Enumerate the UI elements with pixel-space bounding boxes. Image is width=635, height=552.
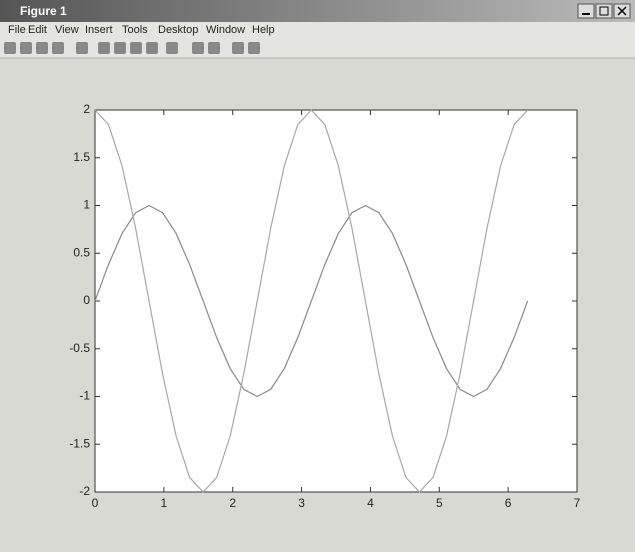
title-bar <box>0 0 635 22</box>
toolbar-button[interactable] <box>232 42 244 54</box>
x-tick-label: 3 <box>298 496 305 510</box>
menu-item[interactable]: File <box>8 24 26 36</box>
toolbar-button[interactable] <box>248 42 260 54</box>
x-tick-label: 0 <box>92 496 99 510</box>
toolbar-button[interactable] <box>36 42 48 54</box>
plot-area <box>95 110 577 492</box>
menu-item[interactable]: Edit <box>28 24 47 36</box>
x-tick-label: 4 <box>367 496 374 510</box>
toolbar-button[interactable] <box>52 42 64 54</box>
x-tick-label: 7 <box>574 496 581 510</box>
menu-item[interactable]: Window <box>206 24 245 36</box>
y-tick-label: 2 <box>83 102 90 116</box>
toolbar-button[interactable] <box>98 42 110 54</box>
y-tick-label: -0.5 <box>69 341 90 355</box>
toolbar-button[interactable] <box>4 42 16 54</box>
x-tick-label: 6 <box>505 496 512 510</box>
y-tick-label: -1.5 <box>69 436 90 450</box>
toolbar-button[interactable] <box>166 42 178 54</box>
figure-window: Figure 1 FileEdit View Insert Tools Desktop W… <box>0 0 635 547</box>
menu-item[interactable]: Help <box>252 24 275 36</box>
menu-item[interactable]: Insert <box>85 24 113 36</box>
x-tick-label: 5 <box>436 496 443 510</box>
toolbar <box>0 38 635 58</box>
menu-item[interactable]: View <box>55 24 79 36</box>
page: {"window": {"title": "Figure 1", "menu":… <box>0 0 635 547</box>
window-buttons[interactable] <box>578 4 630 18</box>
toolbar-button[interactable] <box>20 42 32 54</box>
toolbar-button[interactable] <box>130 42 142 54</box>
window-title: Figure 1 <box>20 4 67 18</box>
y-tick-label: 0 <box>83 293 90 307</box>
x-tick-label: 1 <box>161 496 168 510</box>
toolbar-button[interactable] <box>114 42 126 54</box>
x-tick-label: 2 <box>229 496 236 510</box>
y-tick-label: 0.5 <box>73 245 90 259</box>
toolbar-button[interactable] <box>192 42 204 54</box>
toolbar-button[interactable] <box>76 42 88 54</box>
y-tick-label: 1 <box>83 198 90 212</box>
menu-item[interactable]: Desktop <box>158 24 198 36</box>
toolbar-button[interactable] <box>146 42 158 54</box>
y-tick-label: -1 <box>79 389 90 403</box>
menu-item[interactable]: Tools <box>122 24 148 36</box>
toolbar-button[interactable] <box>208 42 220 54</box>
y-tick-label: 1.5 <box>73 150 90 164</box>
y-tick-label: -2 <box>79 484 90 498</box>
